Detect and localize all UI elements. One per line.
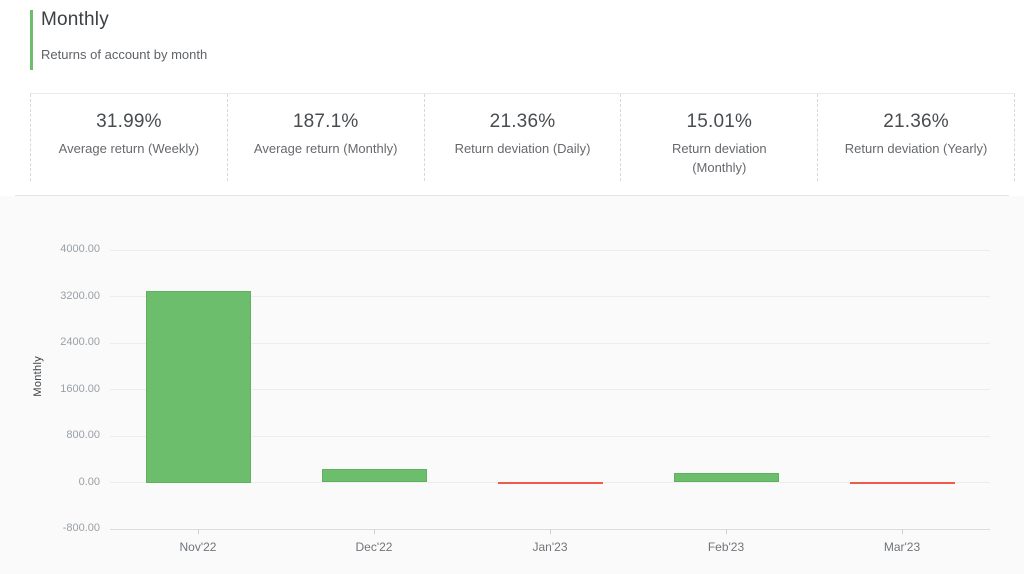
stat-average-return-monthly: 187.1% Average return (Monthly) bbox=[228, 94, 425, 181]
header-accent-bar bbox=[30, 10, 33, 70]
stat-label: Return deviation (Monthly) bbox=[671, 141, 767, 175]
stat-value: 15.01% bbox=[686, 111, 753, 132]
x-tick bbox=[902, 529, 903, 534]
y-tick-label: 2400.00 bbox=[60, 336, 100, 348]
chart-bar-dec22[interactable] bbox=[321, 468, 427, 483]
stats-row: 31.99% Average return (Weekly) 187.1% Av… bbox=[30, 93, 1015, 181]
y-tick-label: 800.00 bbox=[66, 429, 100, 441]
chart-bar-mar23[interactable] bbox=[849, 481, 955, 484]
x-tick-label-nov22: Nov'22 bbox=[179, 540, 217, 554]
stat-value: 187.1% bbox=[292, 111, 359, 132]
monthly-returns-chart: Monthly 4000.00 3200.00 2400.00 1600.00 800.… bbox=[0, 196, 1024, 574]
y-tick-label: -800.00 bbox=[62, 522, 100, 534]
chart-bar-feb23[interactable] bbox=[673, 472, 779, 483]
stat-label: Average return (Weekly) bbox=[58, 141, 200, 156]
chart-bar-jan23[interactable] bbox=[497, 481, 603, 484]
gridline-2400 bbox=[110, 342, 990, 344]
stat-average-return-weekly: 31.99% Average return (Weekly) bbox=[30, 94, 228, 181]
stat-value: 21.36% bbox=[489, 111, 556, 132]
x-tick bbox=[550, 529, 551, 534]
x-tick-label-dec22: Dec'22 bbox=[355, 540, 393, 554]
x-tick bbox=[374, 529, 375, 534]
stat-label: Return deviation (Yearly) bbox=[844, 141, 988, 156]
y-tick-label: 4000.00 bbox=[60, 243, 100, 255]
gridline-4000 bbox=[110, 249, 990, 251]
stat-return-deviation-daily: 21.36% Return deviation (Daily) bbox=[425, 94, 622, 181]
gridline-3200 bbox=[110, 296, 990, 297]
stat-label: Average return (Monthly) bbox=[253, 141, 398, 156]
x-tick-label-mar23: Mar'23 bbox=[883, 540, 921, 554]
stat-value: 31.99% bbox=[96, 111, 162, 132]
y-tick-label: 1600.00 bbox=[60, 382, 100, 395]
y-tick-label: 0.00 bbox=[78, 475, 100, 488]
gridline-1600 bbox=[110, 389, 990, 390]
x-tick bbox=[726, 529, 727, 534]
x-tick bbox=[198, 529, 199, 534]
stat-label: Return deviation (Daily) bbox=[454, 141, 591, 156]
page-title: Monthly bbox=[41, 9, 109, 30]
plot-area bbox=[110, 249, 990, 530]
x-tick-label-jan23: Jan'23 bbox=[532, 540, 568, 554]
gridline-800 bbox=[110, 435, 990, 437]
page-subtitle: Returns of account by month bbox=[41, 47, 208, 62]
section-divider bbox=[15, 195, 1009, 196]
y-tick-label: 3200.00 bbox=[60, 289, 100, 302]
panel-header: Monthly Returns of account by month bbox=[30, 9, 208, 70]
stat-value: 21.36% bbox=[883, 111, 949, 132]
stat-return-deviation-monthly: 15.01% Return deviation (Monthly) bbox=[621, 94, 819, 181]
chart-bar-nov22[interactable] bbox=[145, 290, 251, 483]
stat-return-deviation-yearly: 21.36% Return deviation (Yearly) bbox=[818, 94, 1015, 181]
x-tick-label-feb23: Feb'23 bbox=[707, 540, 745, 554]
